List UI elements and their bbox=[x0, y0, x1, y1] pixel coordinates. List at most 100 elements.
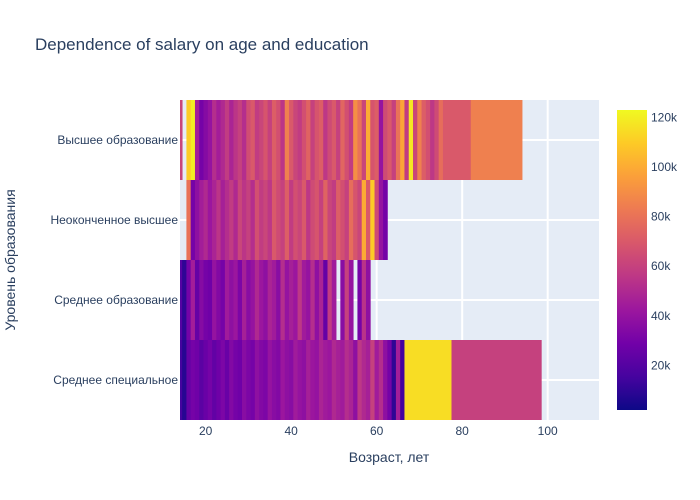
heatmap-cell[interactable] bbox=[207, 180, 213, 260]
heatmap-cell[interactable] bbox=[331, 260, 337, 340]
heatmap-cell[interactable] bbox=[203, 100, 209, 180]
heatmap-cell[interactable] bbox=[263, 180, 269, 260]
heatmap-cell[interactable] bbox=[229, 260, 234, 340]
heatmap-cell[interactable] bbox=[267, 340, 273, 420]
heatmap-cell[interactable] bbox=[357, 260, 363, 340]
heatmap-cell[interactable] bbox=[224, 100, 230, 180]
heatmap-cell[interactable] bbox=[241, 180, 247, 260]
heatmap-cell[interactable] bbox=[212, 100, 217, 180]
heatmap-cell[interactable] bbox=[370, 180, 375, 260]
heatmap-cell[interactable] bbox=[361, 180, 367, 260]
heatmap-cell[interactable] bbox=[220, 100, 226, 180]
heatmap-cell[interactable] bbox=[250, 260, 256, 340]
heatmap-cell[interactable] bbox=[216, 340, 222, 420]
heatmap-cell[interactable] bbox=[353, 180, 358, 260]
heatmap-cell[interactable] bbox=[344, 260, 350, 340]
heatmap-cell[interactable] bbox=[276, 340, 281, 420]
heatmap-cell[interactable] bbox=[331, 100, 337, 180]
heatmap-cell[interactable] bbox=[400, 100, 405, 180]
heatmap-cell[interactable] bbox=[331, 340, 337, 420]
heatmap-cell[interactable] bbox=[199, 260, 204, 340]
heatmap-cell[interactable] bbox=[284, 340, 290, 420]
heatmap-cell[interactable] bbox=[224, 260, 230, 340]
heatmap-cell[interactable] bbox=[395, 340, 401, 420]
heatmap-cell[interactable] bbox=[194, 180, 200, 260]
heatmap-cell[interactable] bbox=[395, 100, 401, 180]
heatmap-cell[interactable] bbox=[199, 100, 204, 180]
heatmap-cell[interactable] bbox=[310, 180, 316, 260]
heatmap-cell[interactable] bbox=[241, 340, 247, 420]
heatmap-cell[interactable] bbox=[348, 340, 354, 420]
heatmap-cell[interactable] bbox=[237, 100, 243, 180]
heatmap-cell[interactable] bbox=[259, 340, 264, 420]
heatmap-cell[interactable] bbox=[220, 340, 226, 420]
heatmap-cell[interactable] bbox=[207, 100, 213, 180]
heatmap-cell[interactable] bbox=[374, 340, 380, 420]
heatmap-cell[interactable] bbox=[246, 180, 251, 260]
heatmap-cell[interactable] bbox=[340, 340, 346, 420]
heatmap-cell[interactable] bbox=[361, 100, 367, 180]
heatmap-cell[interactable] bbox=[271, 340, 277, 420]
heatmap-cell[interactable] bbox=[190, 100, 196, 180]
heatmap-cell[interactable] bbox=[318, 340, 324, 420]
heatmap-cell[interactable] bbox=[237, 340, 243, 420]
heatmap-cell[interactable] bbox=[182, 340, 187, 420]
heatmap-cell[interactable] bbox=[374, 180, 380, 260]
heatmap-cell[interactable] bbox=[365, 180, 371, 260]
heatmap-cell[interactable] bbox=[276, 180, 281, 260]
heatmap-cell[interactable] bbox=[336, 100, 341, 180]
heatmap-cell[interactable] bbox=[224, 180, 230, 260]
heatmap-cell[interactable] bbox=[284, 180, 290, 260]
heatmap-cell[interactable] bbox=[391, 100, 397, 180]
heatmap-cell[interactable] bbox=[378, 100, 384, 180]
heatmap-cell[interactable] bbox=[263, 260, 269, 340]
heatmap-cell[interactable] bbox=[413, 100, 418, 180]
heatmap-cell[interactable] bbox=[263, 340, 269, 420]
heatmap-cell[interactable] bbox=[314, 180, 320, 260]
heatmap-cell[interactable] bbox=[404, 100, 410, 180]
heatmap-cell[interactable] bbox=[404, 340, 452, 420]
heatmap-cell[interactable] bbox=[216, 260, 222, 340]
heatmap-cell[interactable] bbox=[250, 340, 256, 420]
heatmap-cell[interactable] bbox=[241, 260, 247, 340]
heatmap-cell[interactable] bbox=[246, 100, 251, 180]
heatmap-cell[interactable] bbox=[194, 100, 200, 180]
heatmap-cell[interactable] bbox=[267, 180, 273, 260]
heatmap-cell[interactable] bbox=[470, 100, 523, 180]
heatmap-cell[interactable] bbox=[267, 100, 273, 180]
heatmap-cell[interactable] bbox=[425, 100, 431, 180]
heatmap-cell[interactable] bbox=[314, 100, 320, 180]
heatmap-cell[interactable] bbox=[203, 180, 209, 260]
heatmap-cell[interactable] bbox=[229, 340, 234, 420]
heatmap-cell[interactable] bbox=[180, 260, 183, 340]
heatmap-cell[interactable] bbox=[348, 100, 354, 180]
heatmap-cell[interactable] bbox=[318, 180, 324, 260]
heatmap-cell[interactable] bbox=[254, 180, 260, 260]
heatmap-cell[interactable] bbox=[186, 260, 192, 340]
heatmap-cell[interactable] bbox=[370, 340, 375, 420]
heatmap-cell[interactable] bbox=[344, 100, 350, 180]
heatmap-cell[interactable] bbox=[310, 340, 316, 420]
heatmap-cell[interactable] bbox=[233, 100, 239, 180]
heatmap-cell[interactable] bbox=[306, 180, 311, 260]
heatmap-cell[interactable] bbox=[344, 340, 350, 420]
heatmap-cell[interactable] bbox=[199, 340, 204, 420]
heatmap-cell[interactable] bbox=[276, 260, 281, 340]
heatmap-cell[interactable] bbox=[199, 180, 204, 260]
heatmap-cell[interactable] bbox=[237, 260, 243, 340]
heatmap-cell[interactable] bbox=[212, 340, 217, 420]
heatmap-cell[interactable] bbox=[203, 340, 209, 420]
heatmap-cell[interactable] bbox=[417, 100, 422, 180]
heatmap-cell[interactable] bbox=[370, 100, 375, 180]
heatmap-cell[interactable] bbox=[336, 340, 341, 420]
heatmap-cell[interactable] bbox=[391, 340, 397, 420]
heatmap-cell[interactable] bbox=[241, 100, 247, 180]
heatmap-cell[interactable] bbox=[314, 260, 320, 340]
heatmap-cell[interactable] bbox=[276, 100, 281, 180]
heatmap-cell[interactable] bbox=[344, 180, 350, 260]
heatmap-cell[interactable] bbox=[293, 100, 298, 180]
heatmap-cell[interactable] bbox=[408, 100, 414, 180]
heatmap-cell[interactable] bbox=[207, 340, 213, 420]
heatmap-cell[interactable] bbox=[186, 340, 192, 420]
heatmap-cell[interactable] bbox=[348, 260, 354, 340]
